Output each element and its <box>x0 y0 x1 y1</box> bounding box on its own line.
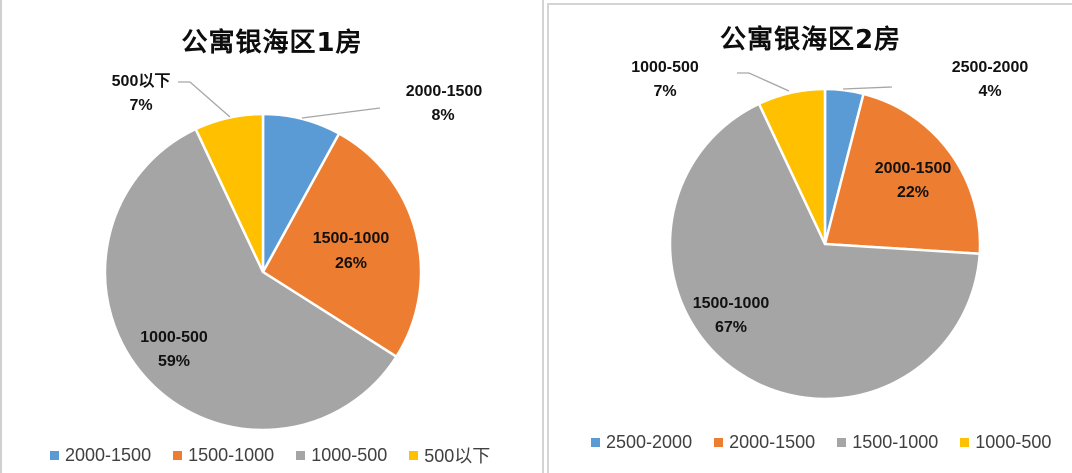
data-label: 1000-500 <box>631 59 699 76</box>
pie-chart-2room[interactable]: 公寓银海区2房 2500-2000 4% 2000-1500 22% 1500-… <box>549 5 1072 473</box>
data-label: 26% <box>335 255 367 272</box>
data-label: 59% <box>158 353 190 370</box>
legend-swatch-icon <box>296 450 306 460</box>
pie-slices <box>668 87 982 401</box>
legend-item[interactable]: 2000-1500 <box>714 432 815 453</box>
legend-swatch-icon <box>960 438 970 447</box>
pie-slice[interactable] <box>757 87 827 245</box>
legend-item[interactable]: 500以下 <box>409 442 490 468</box>
pie-slice[interactable] <box>194 112 265 273</box>
pie-plot-area: 2000-1500 8% 1500-1000 26% 1000-500 59% … <box>103 72 483 432</box>
chart2-left-border <box>547 3 549 473</box>
data-label: 1000-500 <box>140 329 208 346</box>
data-label: 2000-1500 <box>875 160 952 177</box>
pie-slices <box>103 112 423 432</box>
data-label: 22% <box>897 184 929 201</box>
legend-swatch-icon <box>173 450 183 460</box>
legend-item[interactable]: 2000-1500 <box>50 445 151 466</box>
data-label: 8% <box>431 107 454 124</box>
pie-slice[interactable] <box>103 127 399 432</box>
chart-title: 公寓银海区2房 <box>719 25 902 55</box>
data-label: 4% <box>978 83 1001 100</box>
legend-item[interactable]: 2500-2000 <box>591 432 692 453</box>
pie-plot-area: 2500-2000 4% 2000-1500 22% 1500-1000 67%… <box>631 59 1029 401</box>
legend-item[interactable]: 1000-500 <box>296 445 387 466</box>
legend-item[interactable]: 1500-1000 <box>173 445 274 466</box>
legend-swatch-icon <box>591 438 600 447</box>
leader-line <box>178 81 231 118</box>
legend-item[interactable]: 1500-1000 <box>837 432 938 453</box>
chart2-top-border <box>547 3 1072 5</box>
legend-swatch-icon <box>837 438 847 447</box>
leader-line <box>301 107 381 119</box>
pie-slice[interactable] <box>823 92 982 256</box>
leader-line <box>737 72 790 92</box>
data-label: 2000-1500 <box>406 83 483 100</box>
leader-line <box>842 86 893 90</box>
data-label: 500以下 <box>112 72 171 90</box>
data-label: 1500-1000 <box>313 230 390 247</box>
legend-swatch-icon <box>409 450 419 460</box>
legend-swatch-icon <box>714 438 724 447</box>
column-gridline <box>542 0 544 473</box>
pie-slice[interactable] <box>261 131 423 359</box>
pie-chart-1room[interactable]: 公寓银海区1房 2000-1500 8% 1500-1000 26% 1000-… <box>2 0 542 473</box>
chart-title: 公寓银海区1房 <box>181 28 363 58</box>
data-label: 7% <box>653 83 676 100</box>
left-border <box>0 0 2 473</box>
data-label: 2500-2000 <box>952 59 1029 76</box>
legend-item[interactable]: 1000-500 <box>960 432 1051 453</box>
data-label: 1500-1000 <box>693 295 770 312</box>
data-label: 7% <box>129 97 152 114</box>
data-label: 67% <box>715 319 747 336</box>
pie-slice[interactable] <box>668 102 982 401</box>
legend-swatch-icon <box>50 450 59 460</box>
legend: 2000-1500 1500-1000 1000-500 500以下 <box>50 442 490 468</box>
legend: 2500-2000 2000-1500 1500-1000 1000-500 <box>591 432 1051 453</box>
